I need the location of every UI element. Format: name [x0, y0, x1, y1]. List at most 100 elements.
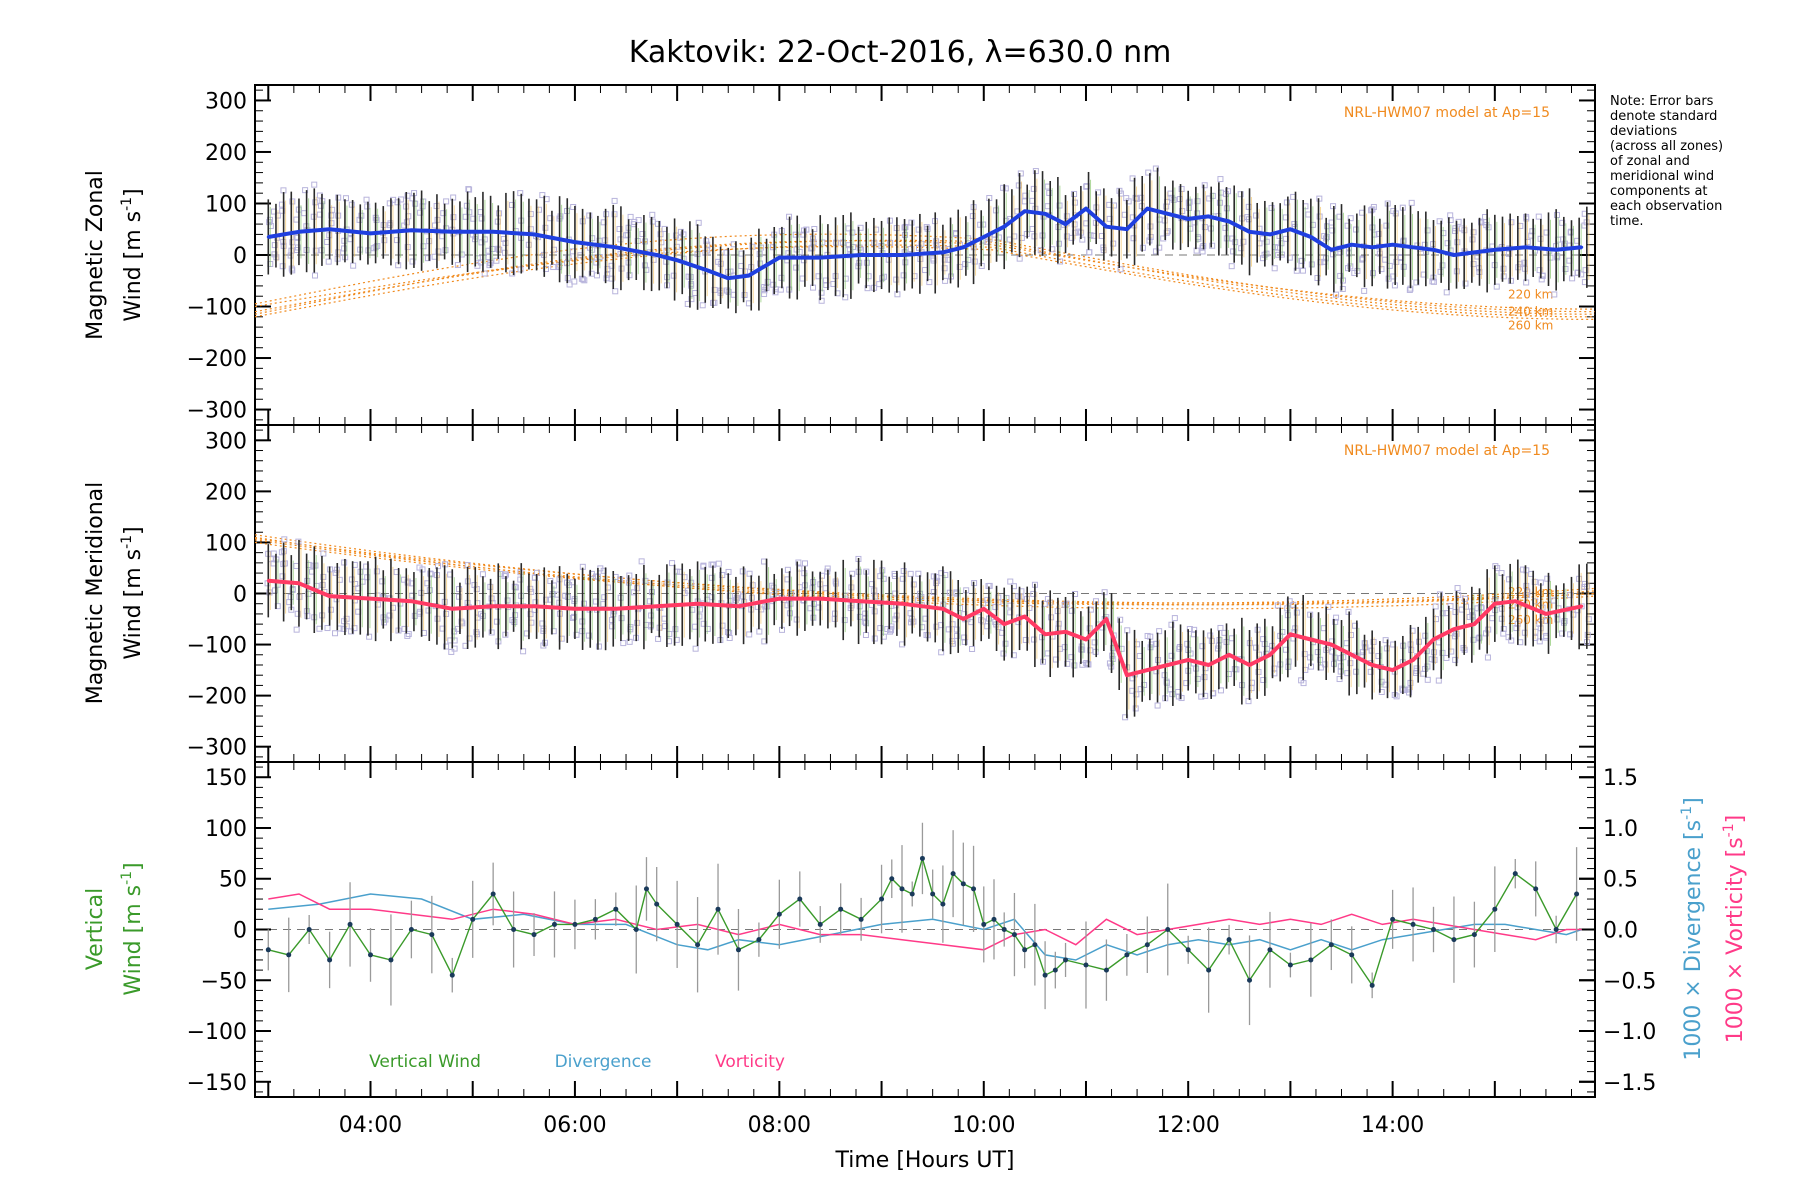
zone-point — [450, 194, 457, 201]
x-tick-label: 06:00 — [543, 1113, 606, 1138]
zone-point — [746, 570, 753, 577]
zone-point — [1400, 237, 1407, 244]
zone-point — [1299, 258, 1306, 265]
zone-point — [1567, 592, 1574, 599]
zone-point — [741, 268, 748, 275]
zone-point — [435, 563, 442, 570]
zone-point — [1538, 276, 1545, 283]
zone-point — [443, 610, 450, 617]
zone-point — [1199, 244, 1206, 251]
zone-point — [1393, 693, 1400, 700]
vertical-wind-point — [1533, 886, 1539, 892]
zone-point — [1559, 219, 1566, 226]
vertical-wind-point — [1553, 927, 1559, 932]
zone-point — [527, 585, 534, 592]
zone-point — [849, 570, 856, 577]
vertical-wind-point — [1328, 942, 1334, 948]
y-tick-label: 0 — [233, 919, 247, 944]
zone-point — [451, 645, 458, 652]
y2-tick-label: 0.0 — [1603, 919, 1638, 944]
zone-point — [416, 564, 423, 571]
zone-point — [501, 573, 508, 580]
note-line: of zonal and — [1610, 154, 1690, 169]
zone-point — [961, 638, 968, 645]
zone-point — [332, 630, 339, 637]
y-axis-unit-end: ] — [121, 526, 146, 535]
zone-point — [1068, 234, 1075, 241]
wind-point — [706, 268, 710, 272]
zone-point — [641, 238, 648, 245]
model-label: NRL-HWM07 model at Ap=15 — [1344, 443, 1550, 459]
wind-point — [1145, 668, 1149, 672]
zone-point — [1316, 213, 1323, 220]
wind-point — [1064, 630, 1068, 634]
y-tick-label: 100 — [205, 192, 247, 217]
note-line: Note: Error bars — [1610, 94, 1714, 109]
zone-point — [1567, 631, 1574, 638]
zone-point — [654, 220, 661, 227]
wind-point — [532, 232, 536, 236]
y-tick-label: −100 — [187, 296, 247, 321]
vertical-wind-point — [960, 881, 966, 887]
wind-point — [859, 253, 863, 257]
zone-point — [861, 618, 868, 625]
vertical-wind-point — [643, 886, 649, 892]
zone-point — [1498, 570, 1505, 577]
vertical-wind-point — [971, 886, 977, 892]
zone-point — [1222, 224, 1229, 231]
zone-point — [1209, 242, 1216, 249]
zone-point — [1178, 186, 1185, 193]
zone-point — [325, 258, 332, 265]
zone-point — [520, 648, 527, 655]
wind-point — [450, 607, 454, 611]
vertical-wind-point — [1349, 952, 1355, 958]
zone-point — [1554, 616, 1561, 623]
wind-point — [777, 256, 781, 260]
zone-point — [1285, 658, 1292, 665]
wind-point — [328, 594, 332, 598]
zone-point — [324, 625, 331, 632]
zone-point — [1544, 575, 1551, 582]
zone-point — [271, 251, 278, 258]
zone-point — [1132, 705, 1139, 712]
zone-point — [1347, 215, 1354, 222]
wind-point — [1186, 658, 1190, 662]
zone-point — [915, 226, 922, 233]
zone-point — [411, 612, 418, 619]
wind-point — [1002, 622, 1006, 626]
divergence-line — [268, 893, 1582, 961]
zone-point — [977, 221, 984, 228]
zone-point — [595, 643, 602, 650]
wind-point — [1268, 232, 1272, 236]
vertical-wind-point — [858, 916, 864, 922]
zone-point — [1156, 628, 1163, 635]
wind-point — [1207, 663, 1211, 667]
vertical-wind-point — [879, 896, 885, 902]
y-axis-title: Magnetic Zonal — [83, 170, 108, 340]
zone-point — [1362, 644, 1369, 651]
zone-point — [708, 594, 715, 601]
zone-point — [1333, 614, 1340, 621]
vertical-wind-point — [838, 906, 844, 912]
zone-point — [373, 568, 380, 575]
zone-point — [302, 187, 309, 194]
zone-point — [312, 199, 319, 206]
zone-point — [1032, 168, 1039, 175]
zone-point — [818, 297, 825, 304]
zone-point — [456, 586, 463, 593]
zone-point — [954, 632, 961, 639]
y2-tick-label: 1.5 — [1603, 766, 1638, 791]
zone-point — [984, 596, 991, 603]
wind-point — [1064, 222, 1068, 226]
y-tick-label: −300 — [187, 399, 247, 424]
zone-point — [1333, 291, 1340, 298]
vertical-wind-point — [930, 891, 936, 897]
vertical-wind-point — [1032, 942, 1038, 948]
zone-point — [1353, 226, 1360, 233]
zone-point — [1109, 656, 1116, 663]
zone-point — [638, 558, 645, 565]
model-curve — [254, 244, 1595, 318]
zone-point — [971, 258, 978, 265]
zone-point — [386, 200, 393, 207]
vertical-wind-point — [306, 927, 312, 932]
